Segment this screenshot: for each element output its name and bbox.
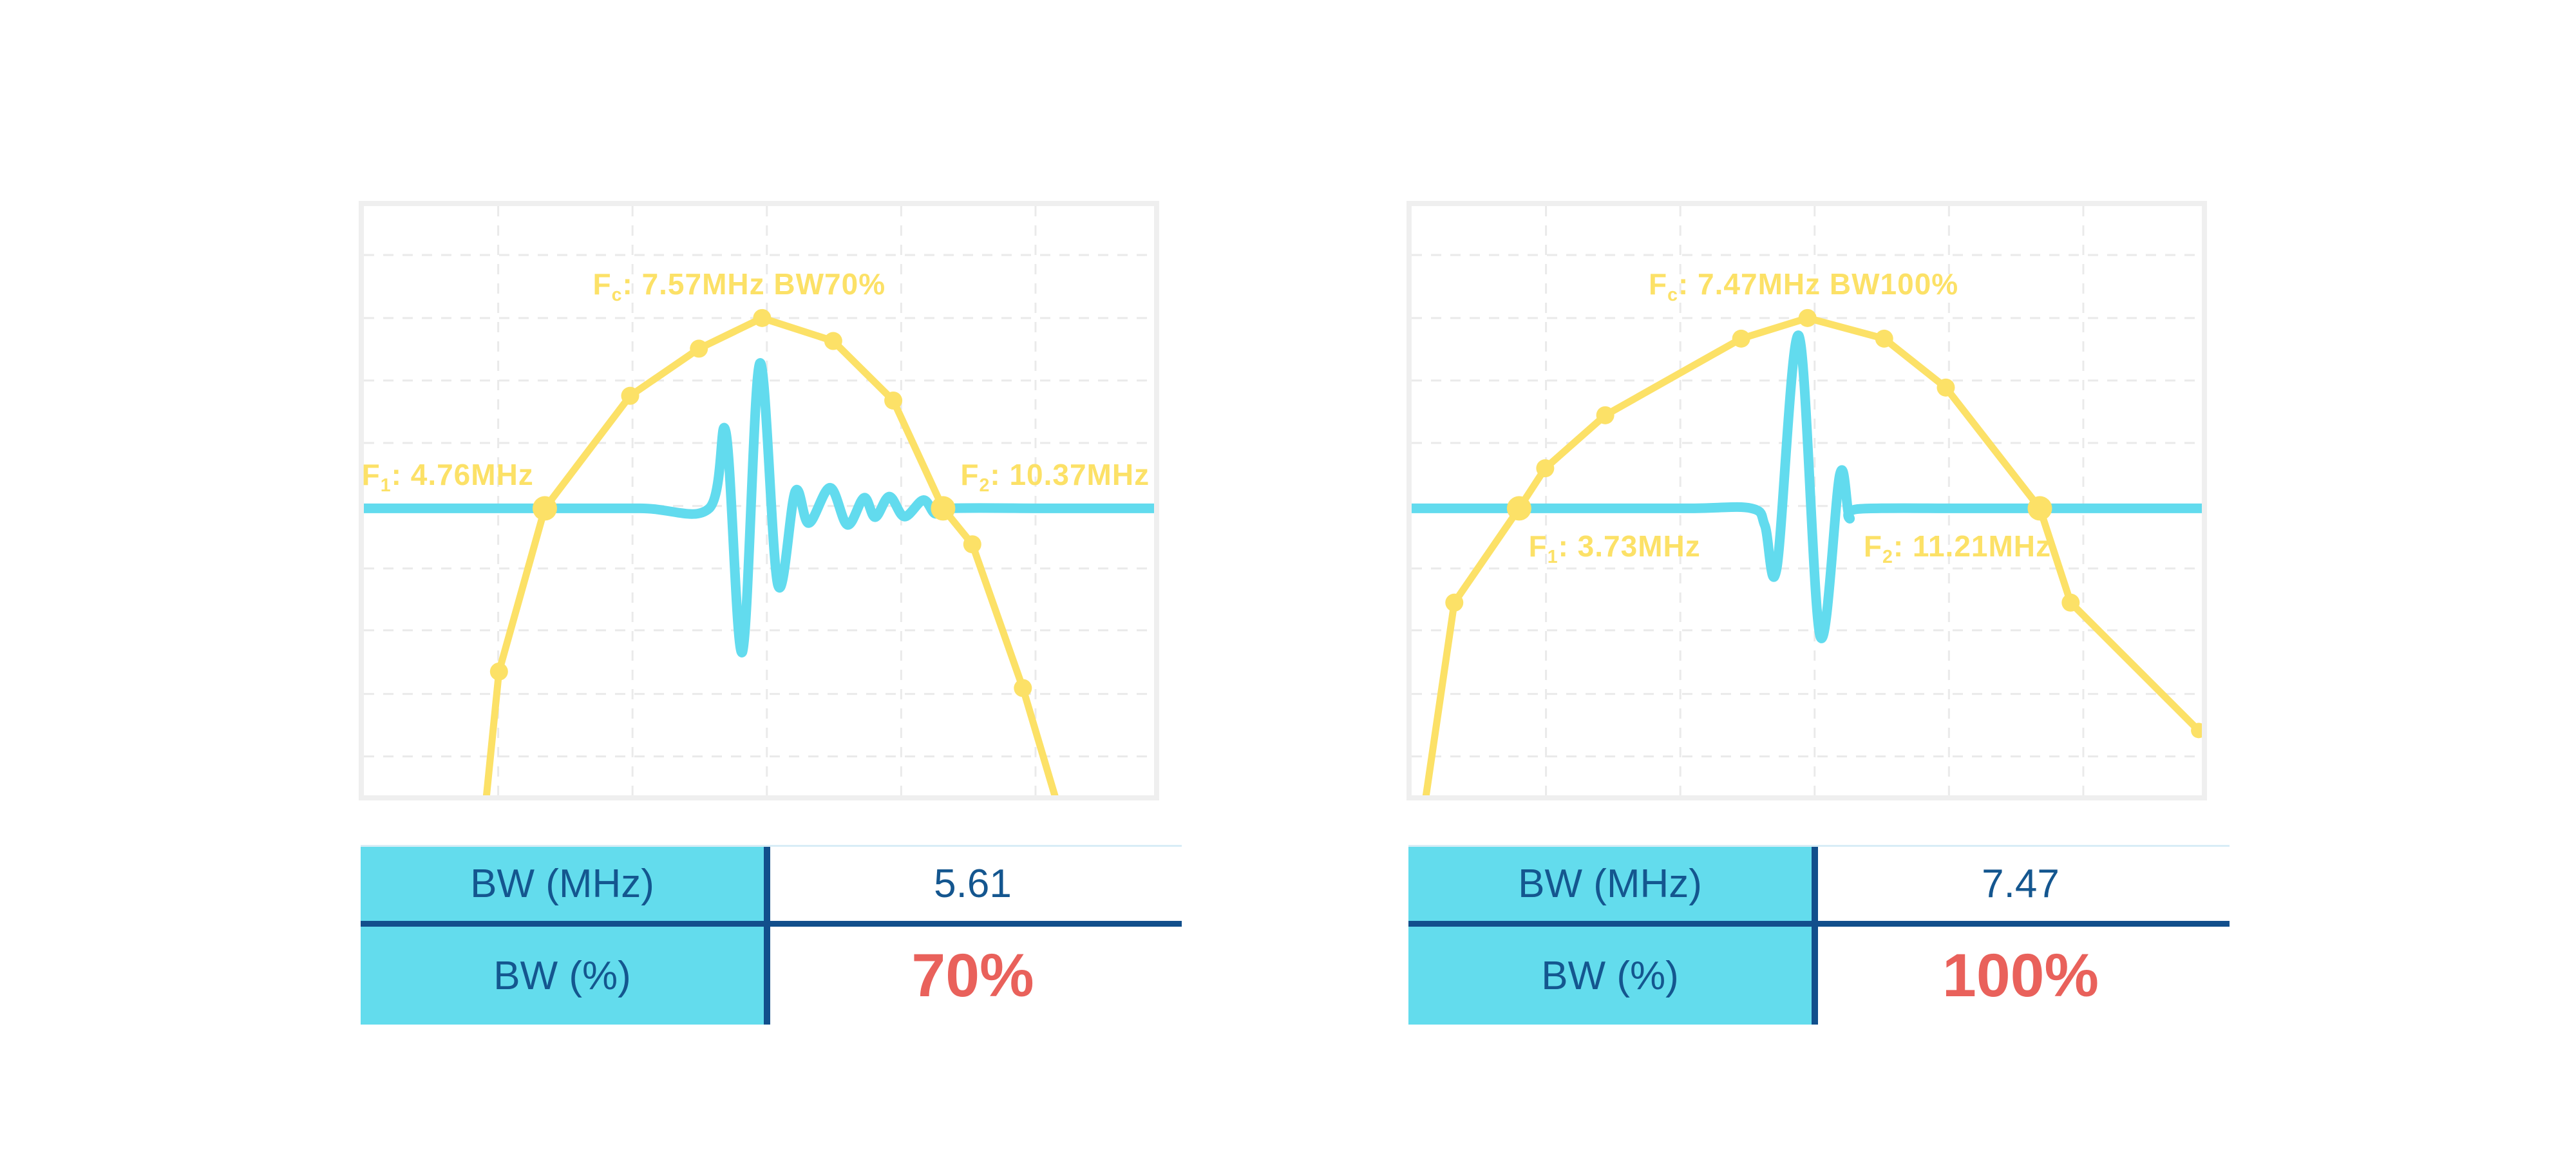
f2-value: : 10.37MHz xyxy=(990,457,1150,491)
f2-symbol: F xyxy=(960,457,980,491)
spectrum-data-point xyxy=(489,662,508,681)
bandwidth-table: BW (MHz) 7.47 BW (%) 100% xyxy=(1408,845,2230,1025)
spectrum-data-point xyxy=(931,496,956,521)
f2-frequency-annotation: F2: 10.37MHz xyxy=(960,457,1150,497)
center-frequency-annotation: Fc: 7.57MHz BW70% xyxy=(593,268,886,306)
pulse-waveform-line xyxy=(364,358,1154,657)
fc-symbol: F xyxy=(1648,267,1668,301)
spectrum-data-point xyxy=(884,391,903,410)
table-column-divider xyxy=(764,847,770,1025)
pulse-waveform-line xyxy=(1412,330,2202,643)
bw-percent-value: 100% xyxy=(1812,927,2230,1025)
row-header-bw-percent: BW (%) xyxy=(1408,927,1812,1025)
table-row-bw-percent: BW (%) 70% xyxy=(361,927,1182,1025)
spectrum-data-point xyxy=(753,308,772,327)
spectrum-data-point xyxy=(2191,723,2202,739)
spectrum-data-point xyxy=(963,535,981,554)
fc-symbol: F xyxy=(592,267,612,301)
f1-value: : 3.73MHz xyxy=(1558,529,1701,563)
spectrum-data-point xyxy=(532,496,557,521)
spectrum-data-point xyxy=(1014,679,1032,697)
spectrum-line xyxy=(1422,314,2202,795)
f1-value: : 4.76MHz xyxy=(391,457,534,491)
row-header-bw-mhz: BW (MHz) xyxy=(361,847,764,921)
f1-frequency-annotation: F1: 4.76MHz xyxy=(361,457,534,497)
bw-mhz-value: 5.61 xyxy=(764,847,1182,921)
row-header-bw-percent: BW (%) xyxy=(361,927,764,1025)
spectrum-data-point xyxy=(2061,593,2080,612)
spectrum-data-point xyxy=(1798,308,1817,327)
panel-bw70: Fc: 7.57MHz BW70% F1: 4.76MHz F2: 10.37M… xyxy=(359,201,1183,1032)
table-row-bw-percent: BW (%) 100% xyxy=(1408,927,2230,1025)
spectrum-data-point xyxy=(621,386,639,405)
spectrum-data-point xyxy=(1732,329,1750,348)
table-row-bw-mhz: BW (MHz) 5.61 xyxy=(361,847,1182,921)
fc-subscript: c xyxy=(611,285,623,306)
spectrum-data-point xyxy=(824,332,842,350)
spectrum-chart-bw70: Fc: 7.57MHz BW70% F1: 4.76MHz F2: 10.37M… xyxy=(359,201,1159,800)
f2-value: : 11.21MHz xyxy=(1893,529,2052,563)
table-row-divider xyxy=(361,921,1182,927)
spectrum-data-point xyxy=(1596,406,1615,424)
table-row-bw-mhz: BW (MHz) 7.47 xyxy=(1408,847,2230,921)
spectrum-plot-svg xyxy=(1412,206,2202,795)
table-column-divider xyxy=(1812,847,1818,1025)
spectrum-data-point xyxy=(2027,496,2052,521)
f1-symbol: F xyxy=(361,457,381,491)
spectrum-plot-svg xyxy=(364,206,1154,795)
bandwidth-table: BW (MHz) 5.61 BW (%) 70% xyxy=(361,845,1182,1025)
f1-subscript: 1 xyxy=(380,475,392,496)
spectrum-data-point xyxy=(1506,496,1531,521)
bw-percent-value: 70% xyxy=(764,927,1182,1025)
f2-subscript: 2 xyxy=(1882,547,1893,568)
table-row-divider xyxy=(1408,921,2230,927)
center-frequency-annotation: Fc: 7.47MHz BW100% xyxy=(1649,268,1958,306)
panel-bw100: Fc: 7.47MHz BW100% F1: 3.73MHz F2: 11.21… xyxy=(1406,201,2231,1032)
spectrum-data-point xyxy=(1875,329,1893,348)
f1-symbol: F xyxy=(1528,529,1548,563)
spectrum-data-point xyxy=(1937,378,1955,397)
fc-value: : 7.57MHz BW70% xyxy=(622,267,886,301)
spectrum-data-point xyxy=(690,339,708,358)
f2-symbol: F xyxy=(1863,529,1882,563)
f2-frequency-annotation: F2: 11.21MHz xyxy=(1864,530,2051,568)
f1-frequency-annotation: F1: 3.73MHz xyxy=(1529,530,1701,568)
spectrum-chart-bw100: Fc: 7.47MHz BW100% F1: 3.73MHz F2: 11.21… xyxy=(1406,201,2207,800)
bw-mhz-value: 7.47 xyxy=(1812,847,2230,921)
f1-subscript: 1 xyxy=(1547,547,1558,568)
fc-subscript: c xyxy=(1667,285,1678,306)
spectrum-data-point xyxy=(1445,593,1464,612)
spectrum-data-point xyxy=(1536,459,1555,478)
spectrum-line xyxy=(482,314,1059,795)
fc-value: : 7.47MHz BW100% xyxy=(1678,267,1959,301)
row-header-bw-mhz: BW (MHz) xyxy=(1408,847,1812,921)
f2-subscript: 2 xyxy=(979,475,990,496)
